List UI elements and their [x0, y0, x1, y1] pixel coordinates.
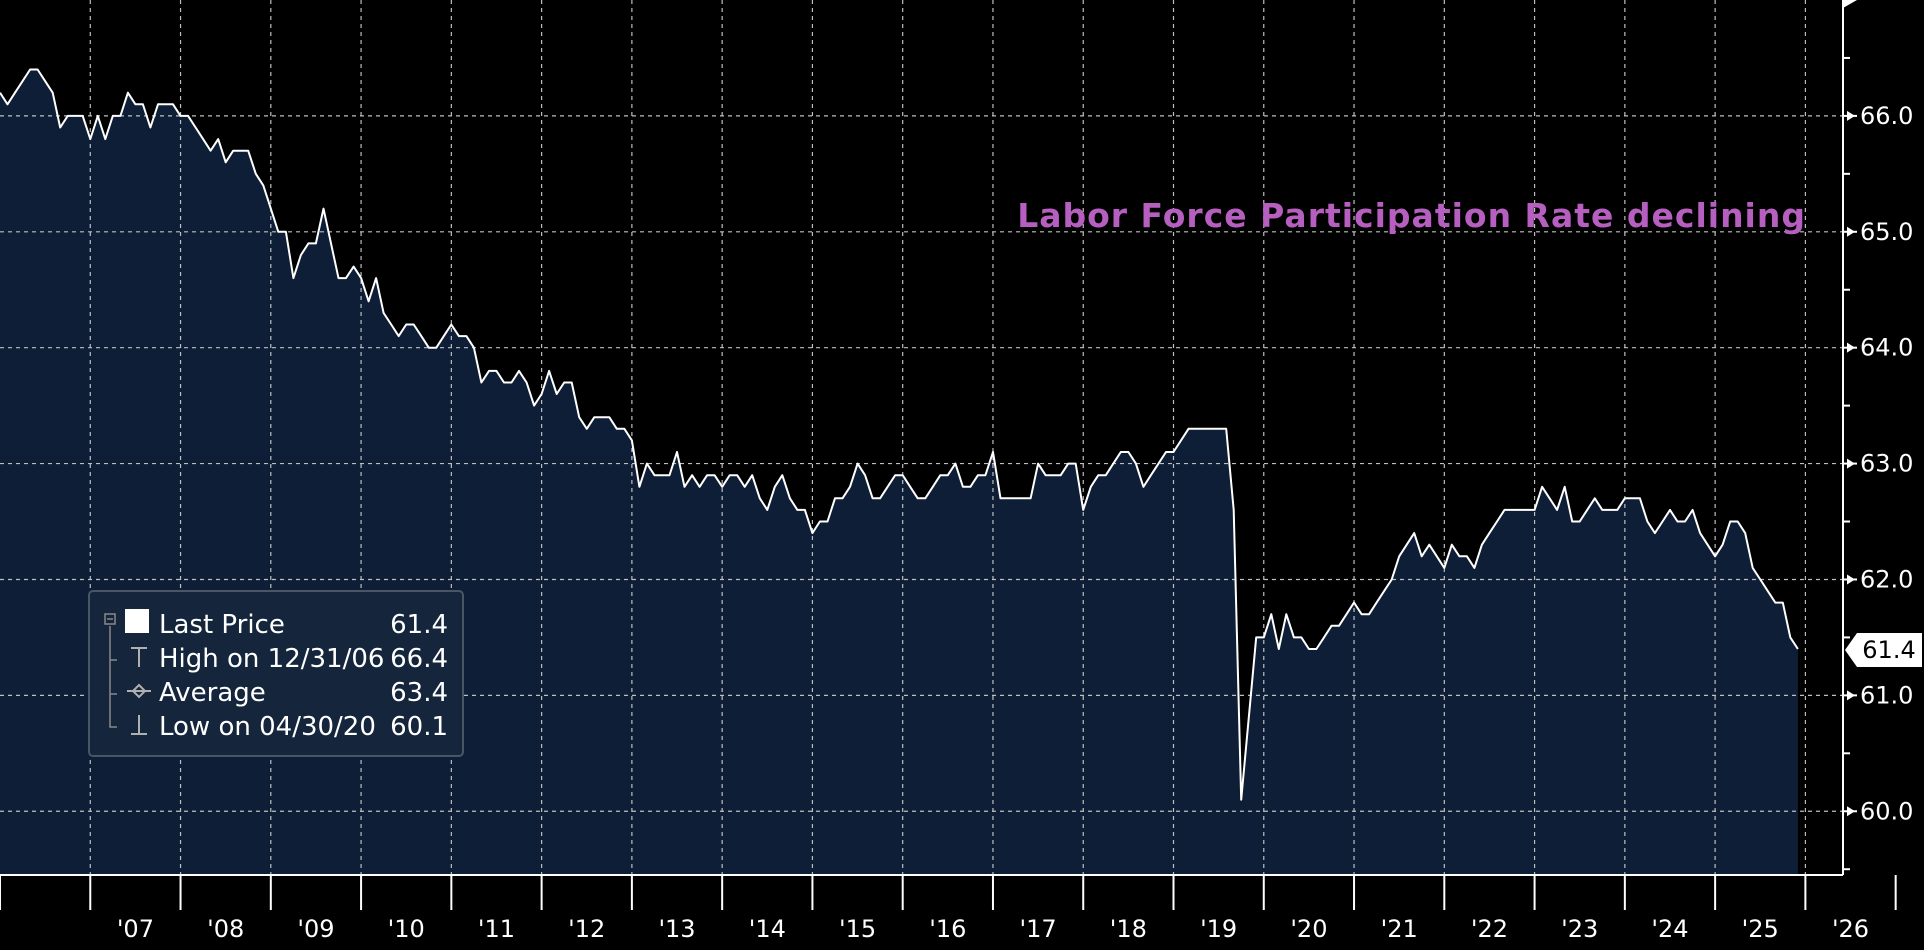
x-tick-label: '22 — [1471, 915, 1508, 943]
x-tick-label: '12 — [568, 915, 605, 943]
y-tick-label: 60.0 — [1860, 797, 1913, 825]
x-tick-label: '09 — [297, 915, 334, 943]
y-tick-label: 66.0 — [1860, 102, 1913, 130]
legend-tree-lines — [109, 626, 117, 728]
y-tick-label: 65.0 — [1860, 218, 1913, 246]
x-tick-label: '14 — [749, 915, 786, 943]
legend-value-last-price: 61.4 — [390, 610, 448, 640]
legend-value-average: 63.4 — [390, 678, 448, 708]
x-tick-label: '21 — [1381, 915, 1418, 943]
y-tick-arrow — [1847, 690, 1855, 701]
y-tick-label: 62.0 — [1860, 565, 1913, 593]
legend-box — [88, 590, 464, 757]
x-tick-label: '11 — [478, 915, 515, 943]
y-tick-arrow — [1847, 458, 1855, 469]
chart-annotation: Labor Force Participation Rate declining — [1017, 196, 1806, 235]
y-tick-arrow — [1847, 342, 1855, 353]
axes — [0, 0, 1857, 876]
y-axis-top-arrow — [1843, 0, 1857, 8]
x-tick-label: '19 — [1200, 915, 1237, 943]
x-tick-label: '17 — [1020, 915, 1057, 943]
y-tick-arrow — [1847, 226, 1855, 237]
average-marker-icon — [127, 683, 151, 699]
x-tick-label: '07 — [117, 915, 154, 943]
y-tick-arrow — [1847, 806, 1855, 817]
last-value-label: 61.4 — [1862, 636, 1915, 664]
y-tick-label: 63.0 — [1860, 450, 1913, 478]
last-value-badge: 61.4 — [1845, 633, 1922, 668]
high-marker-icon — [131, 647, 147, 667]
x-tick-label: '16 — [929, 915, 966, 943]
y-tick-arrow — [1847, 574, 1855, 585]
x-tick-label: '25 — [1742, 915, 1779, 943]
last-price-swatch-icon — [125, 609, 149, 633]
x-tick-label: '24 — [1651, 915, 1688, 943]
low-marker-icon — [131, 715, 147, 735]
legend-label-last-price: Last Price — [159, 610, 285, 640]
legend-label-low: Low on 04/30/20 — [159, 712, 376, 742]
y-tick-label: 64.0 — [1860, 334, 1913, 362]
series-line-last-price — [0, 68, 1799, 801]
legend: Last Price 61.4 High on 12/31/06 66.4 Av… — [88, 590, 464, 757]
legend-label-high: High on 12/31/06 — [159, 644, 384, 674]
legend-collapse-icon[interactable] — [104, 613, 116, 625]
last-value-marker — [1845, 633, 1922, 668]
y-axis-ticks: 60.0 61.0 62.0 63.0 64.0 65.0 66.0 — [1843, 56, 1913, 871]
legend-value-low: 60.1 — [390, 712, 448, 742]
x-tick-label: '23 — [1561, 915, 1598, 943]
x-tick-label: '10 — [388, 915, 425, 943]
x-axis-ticks: '07 '08 '09 '10 '11 '12 '13 '14 '15 '16 '17 '18 '19 '… — [0, 875, 1897, 943]
legend-label-average: Average — [159, 678, 266, 708]
x-tick-label: '13 — [658, 915, 695, 943]
x-tick-label: '18 — [1110, 915, 1147, 943]
x-tick-label: '08 — [207, 915, 244, 943]
y-tick-label: 61.0 — [1860, 681, 1913, 709]
x-tick-label: '15 — [839, 915, 876, 943]
legend-value-high: 66.4 — [390, 644, 448, 674]
x-tick-label: '26 — [1832, 915, 1869, 943]
x-tick-label: '20 — [1290, 915, 1327, 943]
y-tick-arrow — [1847, 110, 1855, 121]
